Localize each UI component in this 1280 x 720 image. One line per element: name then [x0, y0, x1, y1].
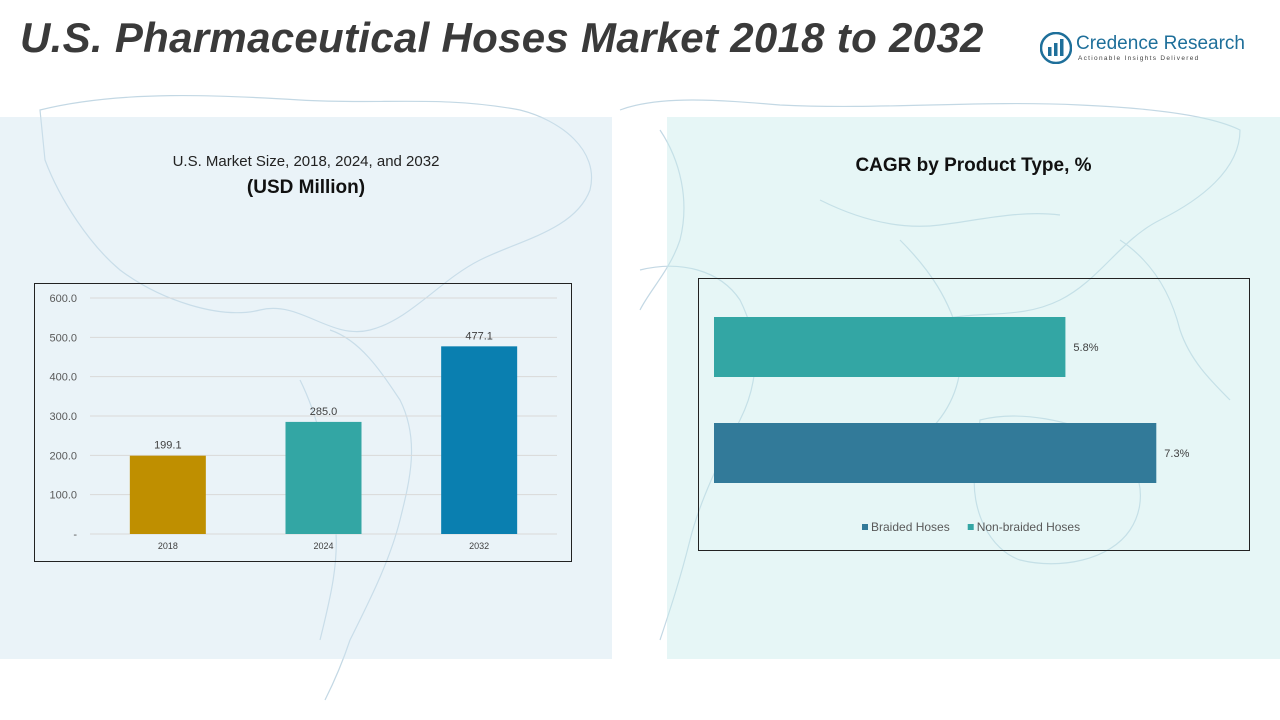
legend-swatch: [862, 524, 868, 530]
legend-label: Braided Hoses: [871, 520, 950, 534]
brand-name: Credence Research: [1076, 33, 1245, 54]
data-label: 7.3%: [1164, 448, 1189, 460]
x-tick-label: 2024: [313, 541, 333, 551]
data-label: 199.1: [154, 440, 182, 452]
bar: [129, 455, 206, 534]
brand-tagline: Actionable Insights Delivered: [1078, 55, 1200, 62]
brand-logo: Credence Research Actionable Insights De…: [1040, 30, 1260, 70]
bar: [714, 317, 1066, 377]
x-tick-label: 2018: [158, 541, 178, 551]
data-label: 285.0: [310, 406, 338, 418]
y-tick-label: 500.0: [49, 332, 77, 344]
x-tick-label: 2032: [469, 541, 489, 551]
page-title: U.S. Pharmaceutical Hoses Market 2018 to…: [20, 14, 984, 61]
market-size-chart: - 100.0 200.0 300.0 400.0 500.0 600.0 199.1 2018…: [34, 283, 572, 562]
market-size-subtitle: U.S. Market Size, 2018, 2024, and 2032: [172, 153, 440, 170]
bar: [441, 346, 518, 534]
y-tick-label: 200.0: [49, 450, 77, 462]
bar: [285, 421, 362, 534]
cagr-title: CAGR by Product Type, %: [855, 155, 1092, 176]
data-label: 477.1: [465, 330, 493, 342]
cagr-chart: 5.8% 7.3% Braided Hoses Non-braided Hoses: [698, 278, 1250, 551]
bar: [714, 423, 1157, 483]
cagr-horizontal-bar-chart: 5.8% 7.3% Braided Hoses Non-braided Hoses: [714, 317, 1190, 534]
market-size-bar-chart: - 100.0 200.0 300.0 400.0 500.0 600.0 199.1 2018…: [49, 293, 557, 551]
cagr-panel: CAGR by Product Type, %: [667, 117, 1280, 659]
y-tick-label: 600.0: [49, 293, 77, 305]
y-tick-label: -: [73, 529, 77, 541]
y-tick-label: 300.0: [49, 411, 77, 423]
market-size-unit: (USD Million): [246, 177, 366, 198]
legend-swatch: [967, 524, 974, 530]
data-label: 5.8%: [1073, 342, 1098, 354]
bar-growth-icon: [1040, 32, 1072, 64]
legend-label: Non-braided Hoses: [977, 520, 1080, 534]
y-tick-label: 100.0: [49, 490, 77, 502]
y-tick-label: 400.0: [49, 372, 77, 384]
